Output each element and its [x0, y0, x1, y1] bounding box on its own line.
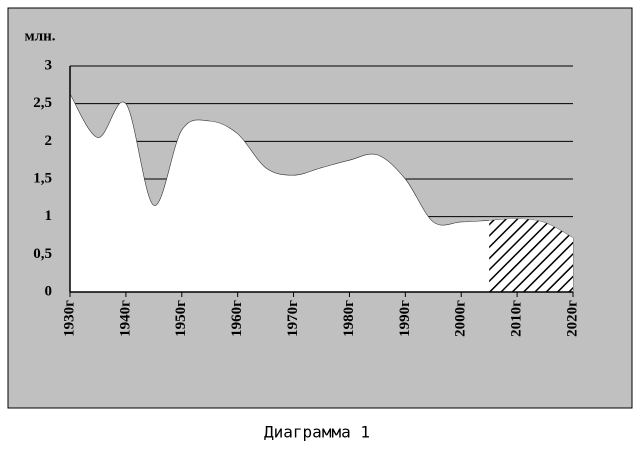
area — [69, 92, 574, 293]
x-tick-label: 1970г — [285, 300, 301, 337]
caption: Диаграмма 1 — [264, 423, 370, 442]
x-tick-label: 1960г — [229, 300, 245, 337]
y-tick-label: 0 — [45, 283, 53, 299]
x-tick-label: 1980г — [341, 300, 357, 337]
y-tick-label: 1,5 — [33, 170, 52, 186]
x-tick-label: 2010г — [509, 300, 525, 337]
y-tick-label: 2,5 — [33, 95, 52, 111]
x-tick-label: 2020г — [564, 300, 580, 337]
x-tick-label: 1950г — [173, 300, 189, 337]
y-tick-label: 2 — [45, 133, 53, 149]
x-tick-label: 1990г — [397, 300, 413, 337]
x-tick-label: 1930г — [61, 300, 77, 337]
y-tick-label: 1 — [45, 208, 53, 224]
y-tick-label: 0,5 — [33, 246, 52, 262]
x-tick-label: 2000г — [453, 300, 469, 337]
y-tick-label: 3 — [45, 57, 53, 73]
x-tick-label: 1940г — [117, 300, 133, 337]
y-axis-label: млн. — [24, 28, 55, 44]
